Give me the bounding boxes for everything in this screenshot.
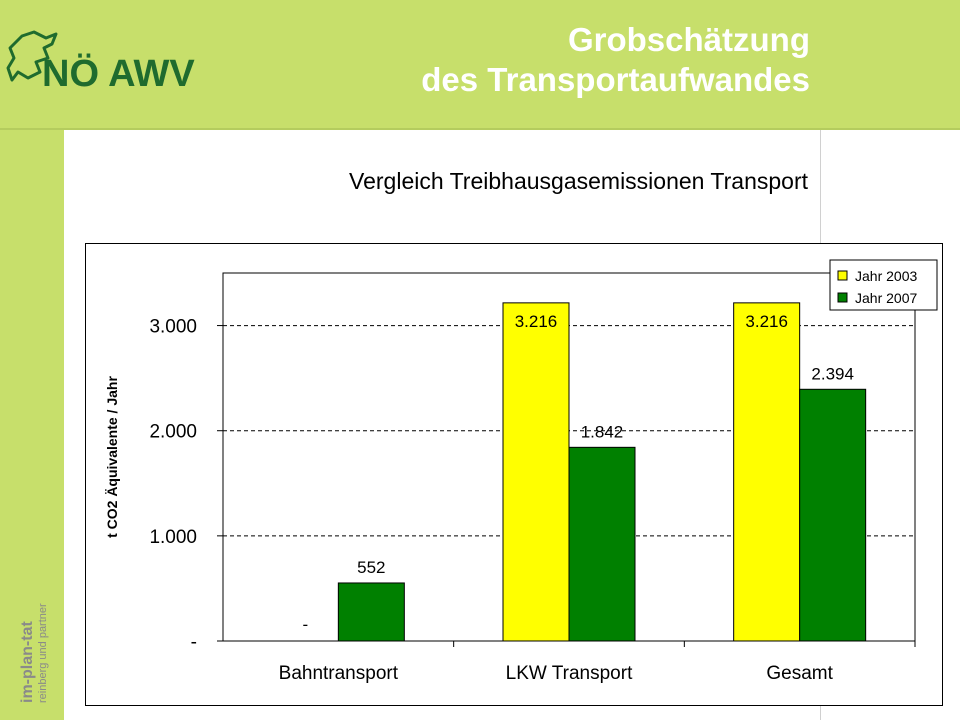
left-sidebar — [0, 130, 64, 720]
logo-text: NÖ AWV — [42, 52, 195, 95]
bar — [733, 302, 801, 642]
legend-label: Jahr 2003 — [855, 268, 917, 284]
y-tick-label: 3.000 — [149, 317, 197, 338]
data-label: - — [302, 615, 308, 634]
x-tick-label: Bahntransport — [279, 663, 399, 684]
data-label: 2.394 — [811, 364, 854, 383]
bar — [337, 582, 405, 642]
bar — [568, 446, 636, 642]
brand-name: im-plan-tat — [19, 621, 36, 703]
title-line-2: des Transportaufwandes — [421, 61, 810, 98]
bar — [799, 388, 867, 642]
noe-awv-logo: NÖ AWV — [6, 30, 195, 95]
legend-swatch — [837, 292, 848, 303]
legend-swatch — [837, 270, 848, 281]
data-label: 1.842 — [581, 422, 624, 441]
im-plan-tat-brand: im-plan-tat reinberg und partner — [19, 603, 49, 703]
bar-chart: - 1.000 2.000 3.000 t CO2 Äquivalente / Jahr… — [104, 259, 938, 684]
x-tick-label: Gesamt — [766, 663, 833, 684]
title-line-1: Grobschätzung — [567, 21, 810, 58]
y-tick-label: 2.000 — [149, 422, 197, 443]
y-axis-label: t CO2 Äquivalente / Jahr — [104, 376, 120, 538]
y-tick-label: - — [191, 632, 197, 653]
bar — [502, 302, 570, 642]
header-bar — [0, 0, 960, 128]
header-divider — [0, 128, 960, 130]
data-label: 552 — [357, 558, 385, 577]
chart-frame: - 1.000 2.000 3.000 t CO2 Äquivalente / Jahr… — [85, 243, 943, 706]
legend-box — [829, 259, 938, 311]
map-outline-icon — [6, 30, 58, 82]
data-label: 3.216 — [745, 312, 788, 331]
page-title: Grobschätzung des Transportaufwandes — [421, 20, 810, 100]
y-tick-label: 1.000 — [149, 527, 197, 548]
brand-subline: reinberg und partner — [37, 603, 49, 703]
chart-subtitle: Vergleich Treibhausgasemissionen Transpo… — [349, 168, 808, 194]
data-label: 3.216 — [515, 312, 558, 331]
x-tick-label: LKW Transport — [506, 663, 633, 684]
legend-label: Jahr 2007 — [855, 290, 917, 306]
